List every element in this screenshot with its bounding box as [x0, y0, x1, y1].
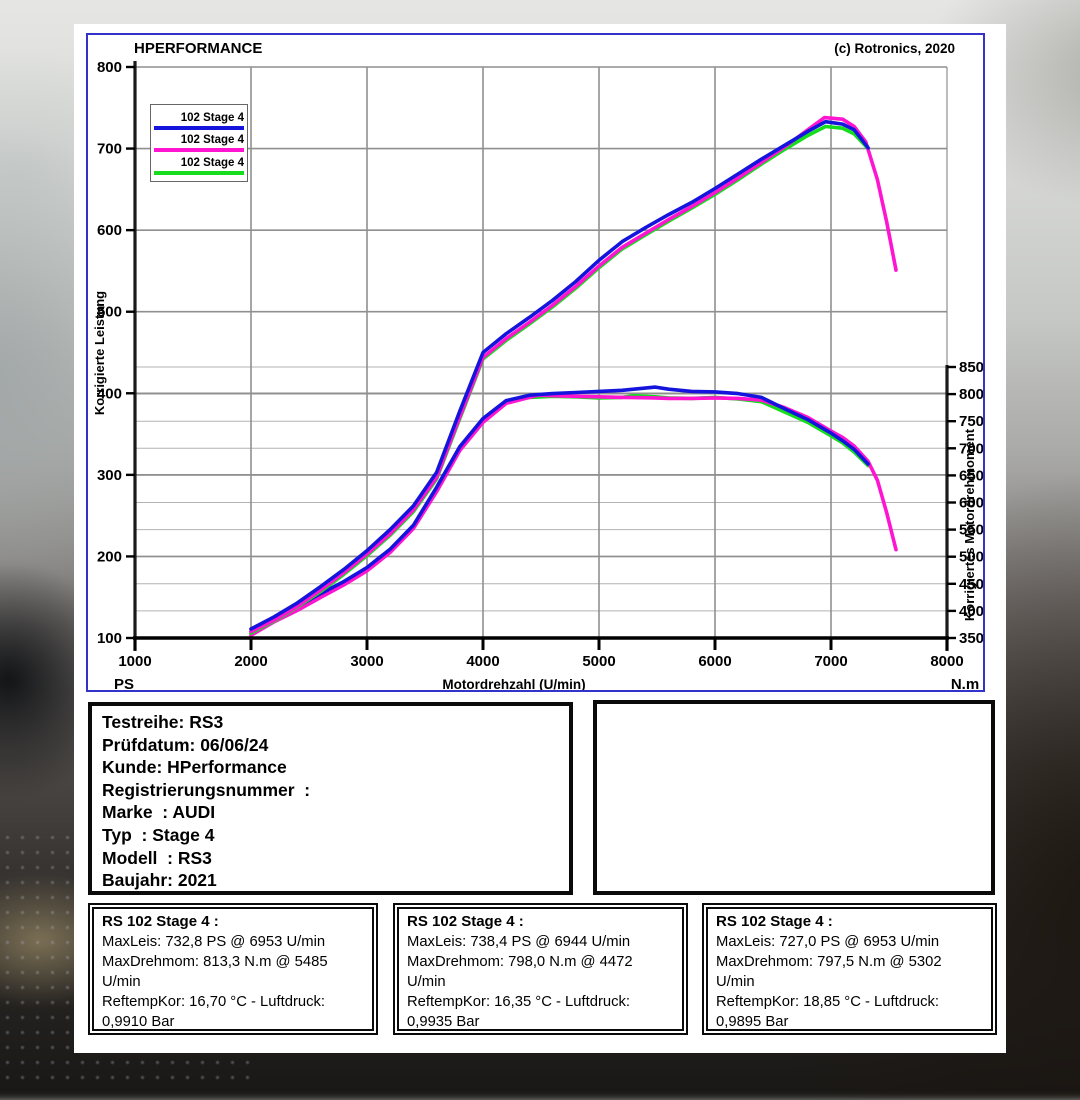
- info-line: Modell : RS3: [102, 847, 212, 868]
- dyno-report-panel: HPERFORMANCE (c) Rotronics, 2020 100 200 3…: [74, 24, 1006, 1053]
- y-right-tick-label: 650: [959, 467, 983, 484]
- result-box-line: MaxLeis: 738,4 PS @ 6944 U/min: [407, 934, 631, 950]
- x-tick-label: 2000: [234, 653, 267, 670]
- info-line: Prüfdatum: 06/06/24: [102, 734, 269, 755]
- dyno-chart: HPERFORMANCE (c) Rotronics, 2020 100 200 3…: [86, 33, 985, 692]
- y-right-tick-label: 350: [959, 630, 983, 647]
- curve-torque-blue: [249, 385, 870, 634]
- y-left-tick-label: 800: [97, 59, 122, 76]
- y-left-tick-label: 700: [97, 141, 122, 158]
- legend-color-line: [154, 170, 244, 175]
- y-right-tick-label: 750: [959, 413, 983, 430]
- x-tick-label: 3000: [350, 653, 383, 670]
- x-axis-title: Motordrehzahl (U/min): [442, 677, 585, 690]
- x-tick-label: 7000: [814, 653, 847, 670]
- info-line: Testreihe: RS3: [102, 712, 224, 732]
- legend-label: 102 Stage 4: [180, 111, 244, 124]
- y-right-tick-label: 800: [959, 386, 983, 403]
- y-left-tick-label: 400: [97, 385, 122, 402]
- chart-legend: 102 Stage 4 102 Stage 4 102 Stage 4: [150, 104, 248, 182]
- y-right-tick-label: 850: [959, 359, 983, 376]
- info-line: Kunde: HPerformance: [102, 757, 287, 778]
- y-right-tick-label: 450: [959, 576, 983, 593]
- result-box-title: RS 102 Stage 4 :: [102, 913, 219, 930]
- info-line: Baujahr: 2021: [102, 870, 217, 891]
- legend-entry: 102 Stage 4: [151, 157, 247, 175]
- result-box-line: MaxDrehmom: 797,5 N.m @ 5302 U/min: [716, 954, 942, 990]
- x-tick-label: 5000: [582, 653, 615, 670]
- notes-box-empty: [593, 700, 995, 895]
- y-left-tick-label: 600: [97, 222, 122, 239]
- x-tick-label: 1000: [118, 653, 151, 670]
- y-left-tick-label: 100: [97, 630, 122, 647]
- result-box-line: MaxDrehmom: 798,0 N.m @ 4472 U/min: [407, 954, 633, 990]
- chart-title: HPERFORMANCE: [134, 40, 263, 57]
- result-box-title: RS 102 Stage 4 :: [716, 913, 833, 930]
- result-box-line: ReftempKor: 18,85 °C - Luftdruck: 0,9895…: [716, 994, 940, 1030]
- y-left-tick-label: 200: [97, 548, 122, 565]
- result-box-run2: RS 102 Stage 4 : MaxLeis: 738,4 PS @ 6944…: [393, 903, 688, 1035]
- result-box-run1: RS 102 Stage 4 : MaxLeis: 732,8 PS @ 6953…: [88, 903, 378, 1035]
- x-tick-label: 8000: [930, 653, 963, 670]
- y-right-tick-label: 400: [959, 603, 983, 620]
- result-box-line: MaxLeis: 727,0 PS @ 6953 U/min: [716, 934, 940, 950]
- curve-torque-magenta: [249, 393, 898, 638]
- info-line: Typ : Stage 4: [102, 824, 215, 845]
- legend-entry: 102 Stage 4: [151, 134, 247, 152]
- result-box-line: ReftempKor: 16,35 °C - Luftdruck: 0,9935…: [407, 994, 631, 1030]
- y-right-tick-label: 500: [959, 549, 983, 566]
- legend-label: 102 Stage 4: [180, 156, 244, 169]
- legend-label: 102 Stage 4: [180, 134, 244, 146]
- y-right-tick-label: 550: [959, 522, 983, 539]
- curve-power-magenta: [249, 115, 898, 634]
- legend-color-line: [154, 125, 244, 130]
- result-box-line: MaxDrehmom: 813,3 N.m @ 5485 U/min: [102, 954, 328, 990]
- y-right-tick-label: 700: [959, 440, 983, 457]
- y-left-tick-label: 300: [97, 467, 122, 484]
- result-box-run3: RS 102 Stage 4 : MaxLeis: 727,0 PS @ 6953…: [702, 903, 997, 1035]
- test-info-box: Testreihe: RS3 Prüfdatum: 06/06/24 Kunde: …: [88, 702, 573, 895]
- y-left-tick-label: 500: [97, 304, 122, 321]
- result-box-line: MaxLeis: 732,8 PS @ 6953 U/min: [102, 934, 326, 950]
- y-left-axis-title: Korrigierte Leistung: [92, 291, 107, 415]
- y-right-tick-label: 600: [959, 495, 983, 512]
- result-box-line: ReftempKor: 16,70 °C - Luftdruck: 0,9910…: [102, 994, 326, 1030]
- x-axis-left-unit: PS: [114, 676, 134, 690]
- x-tick-label: 4000: [466, 653, 499, 670]
- x-tick-label: 6000: [698, 653, 731, 670]
- info-line: Registrierungsnummer :: [102, 779, 311, 800]
- info-line: Marke : AUDI: [102, 802, 216, 823]
- x-axis-right-unit: N.m: [951, 676, 979, 690]
- curve-power-blue: [249, 119, 870, 631]
- result-box-title: RS 102 Stage 4 :: [407, 913, 524, 930]
- curve-torque-green: [249, 393, 870, 636]
- legend-color-line: [154, 148, 244, 152]
- copyright-label: (c) Rotronics, 2020: [834, 41, 955, 56]
- legend-entry: 102 Stage 4: [151, 112, 247, 130]
- y-right-axis-title: Korrigiertes Motordrehmoment: [962, 428, 977, 621]
- chart-canvas: 100 200 300 400 500 600 700 800 350 400 450 500 550 6…: [92, 59, 983, 690]
